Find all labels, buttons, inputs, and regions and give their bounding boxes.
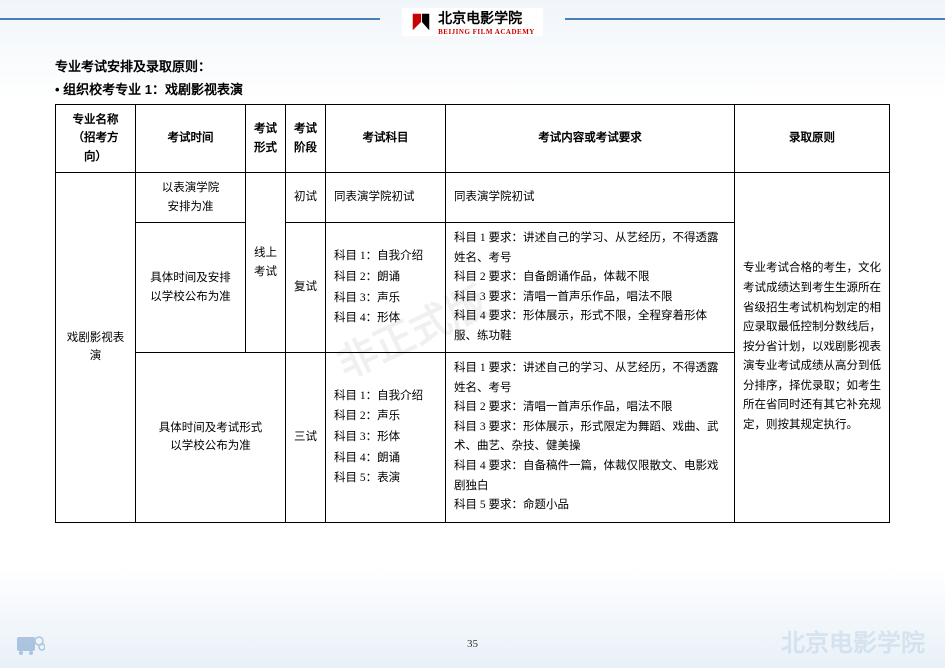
cell-req-1: 同表演学院初试 [446,173,735,223]
th-admission: 录取原则 [735,105,890,173]
table-row: 戏剧影视表演 以表演学院 安排为准 线上 考试 初试 同表演学院初试 同表演学院… [56,173,890,223]
section-title: 专业考试安排及录取原则： [55,56,890,75]
cell-format: 线上 考试 [246,173,286,353]
cell-req-2: 科目 1 要求：讲述自己的学习、从艺经历，不得透露姓名、考号 科目 2 要求：自… [446,222,735,352]
page-number: 35 [467,638,478,650]
page-header: 北京电影学院 BEIJING FILM ACADEMY [0,0,945,38]
cell-major: 戏剧影视表演 [56,173,136,522]
footer-watermark-logo: 北京电影学院 [781,623,925,658]
cell-subjects-3: 科目 1：自我介绍 科目 2：声乐 科目 3：形体 科目 4：朗诵 科目 5：表… [326,353,446,522]
subsection-title: • 组织校考专业 1：戏剧影视表演 [55,79,890,98]
cell-subjects-2: 科目 1：自我介绍 科目 2：朗诵 科目 3：声乐 科目 4：形体 [326,222,446,352]
th-requirements: 考试内容或考试要求 [446,105,735,173]
exam-table: 专业名称 （招考方向） 考试时间 考试 形式 考试 阶段 考试科目 考试内容或考… [55,104,890,523]
cell-time-3: 具体时间及考试形式 以学校公布为准 [136,353,286,522]
logo-icon [410,11,432,33]
table-header-row: 专业名称 （招考方向） 考试时间 考试 形式 考试 阶段 考试科目 考试内容或考… [56,105,890,173]
school-name-cn: 北京电影学院 [438,8,522,28]
camera-icon [15,633,45,660]
cell-time-2: 具体时间及安排 以学校公布为准 [136,222,246,352]
cell-req-3: 科目 1 要求：讲述自己的学习、从艺经历，不得透露姓名、考号 科目 2 要求：清… [446,353,735,522]
content-area: 专业考试安排及录取原则： • 组织校考专业 1：戏剧影视表演 专业名称 （招考方… [0,38,945,523]
cell-stage-2: 复试 [286,222,326,352]
th-major: 专业名称 （招考方向） [56,105,136,173]
cell-time-1: 以表演学院 安排为准 [136,173,246,223]
school-logo: 北京电影学院 BEIJING FILM ACADEMY [402,8,543,36]
cell-admission: 专业考试合格的考生，文化考试成绩达到考生生源所在省级招生考试机构划定的相应录取最… [735,173,890,522]
school-name-en: BEIJING FILM ACADEMY [438,28,535,36]
cell-subjects-1: 同表演学院初试 [326,173,446,223]
th-time: 考试时间 [136,105,246,173]
header-line-right [565,18,945,20]
th-format: 考试 形式 [246,105,286,173]
th-stage: 考试 阶段 [286,105,326,173]
cell-stage-1: 初试 [286,173,326,223]
header-line-left [0,18,380,20]
th-subjects: 考试科目 [326,105,446,173]
cell-stage-3: 三试 [286,353,326,522]
